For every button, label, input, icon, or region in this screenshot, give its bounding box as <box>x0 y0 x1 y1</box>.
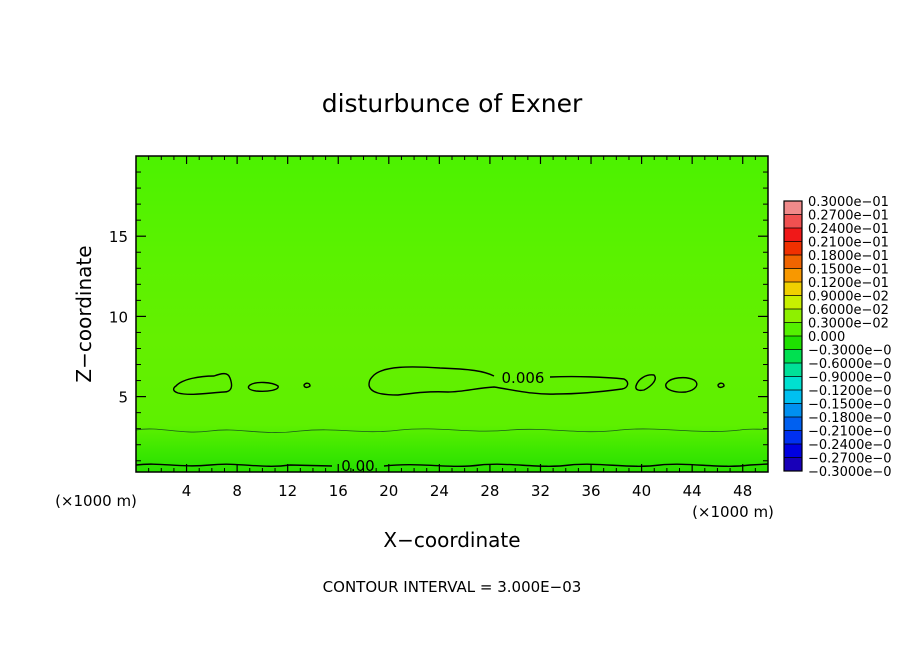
colorbar-swatch <box>784 322 802 337</box>
x-tick-label: 28 <box>480 482 499 500</box>
colorbar-label: −0.2100e−0 <box>808 425 892 440</box>
x-tick-label: 32 <box>531 482 550 500</box>
contour-loop <box>368 366 629 396</box>
colorbar-label: −0.2700e−0 <box>808 452 892 467</box>
colorbar-swatch <box>784 255 802 269</box>
colorbar-swatch <box>784 228 802 242</box>
colorbar-swatch <box>784 349 802 364</box>
colorbar: 0.3000e−010.2700e−010.2400e−010.2100e−01… <box>783 195 892 480</box>
colorbar-label: −0.1500e−0 <box>808 398 892 413</box>
contour-loop <box>303 382 311 389</box>
contour-line-upper-band <box>135 428 769 433</box>
colorbar-label: 0.2100e−01 <box>808 236 889 251</box>
y-axis-label: Z−coordinate <box>72 245 96 382</box>
colorbar-swatch <box>784 214 802 229</box>
colorbar-swatch <box>784 241 802 256</box>
contour-interval-note: CONTOUR INTERVAL = 3.000E−03 <box>323 578 582 596</box>
colorbar-swatch <box>784 403 802 418</box>
colorbar-label: −0.9000e−0 <box>808 371 892 386</box>
colorbar-label: 0.2400e−01 <box>808 222 889 237</box>
colorbar-label: 0.1500e−01 <box>808 263 889 278</box>
colorbar-label: −0.6000e−0 <box>808 357 892 372</box>
colorbar-label: −0.3000e−0 <box>808 344 892 359</box>
contour-loop <box>635 374 656 392</box>
colorbar-swatch <box>784 390 802 404</box>
contour-label: 0.00 <box>341 457 374 475</box>
x-tick-label: 40 <box>632 482 651 500</box>
x-tick-label: 16 <box>329 482 348 500</box>
colorbar-label: −0.2400e−0 <box>808 438 892 453</box>
x-tick-label: 20 <box>379 482 398 500</box>
chart-title: disturbunce of Exner <box>322 89 583 118</box>
colorbar-swatch <box>784 295 802 310</box>
colorbar-label: 0.3000e−01 <box>808 195 889 210</box>
colorbar-swatch <box>784 282 802 296</box>
x-tick-label: 12 <box>278 482 297 500</box>
colorbar-swatch <box>784 268 802 283</box>
contour-line-zero <box>135 463 769 467</box>
colorbar-swatch <box>784 457 802 472</box>
colorbar-swatch <box>784 309 802 323</box>
colorbar-label: −0.1800e−0 <box>808 411 892 426</box>
contour-loop <box>247 381 279 392</box>
x-tick-label: 48 <box>733 482 752 500</box>
colorbar-swatch <box>784 201 802 215</box>
x-tick-label: 36 <box>581 482 600 500</box>
y-tick-label: 5 <box>118 389 128 407</box>
colorbar-swatch <box>784 336 802 350</box>
x-tick-label: 24 <box>430 482 449 500</box>
contour-loop <box>665 376 698 393</box>
colorbar-swatch <box>784 417 802 431</box>
x-tick-label: 44 <box>683 482 702 500</box>
colorbar-label: 0.3000e−02 <box>808 317 889 332</box>
x-tick-label: 4 <box>182 482 192 500</box>
x-axis-label: X−coordinate <box>383 528 520 552</box>
x-unit-label-left: (×1000 m) <box>55 492 137 510</box>
colorbar-label: 0.1800e−01 <box>808 249 889 264</box>
x-tick-label: 8 <box>232 482 242 500</box>
colorbar-label: 0.2700e−01 <box>808 209 889 224</box>
colorbar-swatch <box>784 376 802 391</box>
contour-loop <box>172 372 233 395</box>
colorbar-label: −0.1200e−0 <box>808 384 892 399</box>
colorbar-label: 0.1200e−01 <box>808 276 889 291</box>
colorbar-swatch <box>784 444 802 458</box>
contour-loop <box>717 382 725 389</box>
colorbar-label: −0.3000e−0 <box>808 465 892 480</box>
y-tick-label: 15 <box>109 228 128 246</box>
contour-label: 0.006 <box>502 369 545 387</box>
y-tick-label: 10 <box>109 308 128 326</box>
contour-field <box>136 156 768 472</box>
plot-area: 0.006 0.00 <box>135 155 769 475</box>
colorbar-swatch <box>784 363 802 377</box>
colorbar-label: 0.9000e−02 <box>808 290 889 305</box>
colorbar-label: 0.6000e−02 <box>808 303 889 318</box>
x-unit-label-right: (×1000 m) <box>692 503 774 521</box>
colorbar-label: 0.000 <box>808 330 845 345</box>
colorbar-swatch <box>784 430 802 445</box>
